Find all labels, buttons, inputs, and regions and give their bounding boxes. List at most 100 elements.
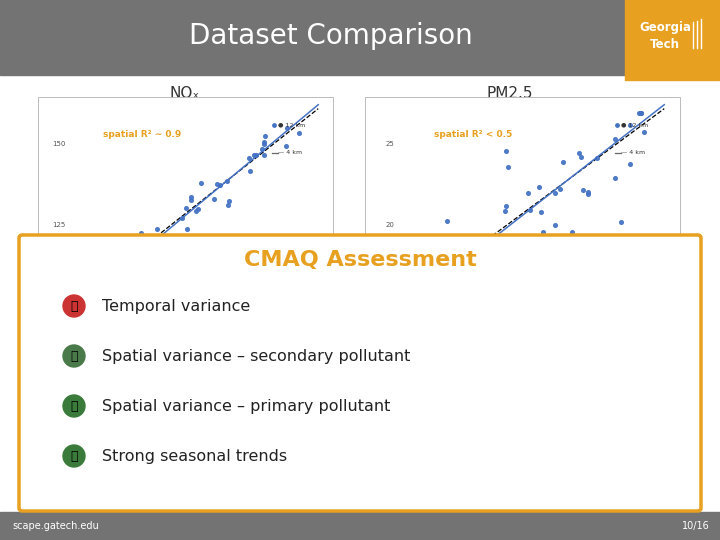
Text: 150: 150: [52, 140, 66, 146]
Text: 15: 15: [386, 303, 395, 310]
FancyBboxPatch shape: [19, 235, 701, 511]
Point: [107, 287, 119, 295]
Point: [624, 121, 636, 130]
Text: PM2.5: PM2.5: [487, 85, 534, 100]
Point: [502, 163, 513, 171]
Circle shape: [63, 395, 85, 417]
Point: [475, 273, 487, 282]
Point: [176, 214, 188, 222]
Point: [130, 272, 141, 280]
Bar: [38, 97, 333, 330]
Point: [624, 159, 636, 168]
Point: [215, 181, 226, 190]
Point: [500, 146, 511, 155]
Point: [256, 145, 267, 153]
Point: [503, 274, 515, 283]
Point: [190, 207, 202, 215]
Point: [248, 151, 260, 160]
Point: [441, 217, 453, 225]
Text: — 4 km: — 4 km: [621, 151, 645, 156]
Text: ● 12 km: ● 12 km: [621, 123, 648, 127]
Point: [269, 120, 280, 129]
Point: [500, 207, 511, 215]
Point: [557, 158, 569, 166]
Point: [81, 285, 93, 293]
Point: [638, 128, 649, 137]
Circle shape: [63, 345, 85, 367]
Point: [72, 287, 84, 296]
Text: Strong seasonal trends: Strong seasonal trends: [102, 449, 287, 463]
Point: [181, 225, 192, 233]
Point: [524, 206, 536, 214]
Point: [208, 194, 220, 203]
Circle shape: [63, 295, 85, 317]
Point: [566, 227, 577, 236]
Point: [74, 298, 86, 306]
Point: [549, 221, 561, 230]
Point: [537, 228, 549, 237]
Point: [125, 258, 136, 266]
Point: [609, 173, 621, 182]
Point: [577, 185, 589, 194]
Text: Spatial variance – secondary pollutant: Spatial variance – secondary pollutant: [102, 348, 410, 363]
Bar: [625, 0, 720, 80]
Point: [423, 268, 435, 277]
Point: [423, 285, 434, 293]
Text: 25: 25: [386, 140, 395, 146]
Point: [573, 148, 585, 157]
Point: [258, 151, 269, 159]
Text: 👍: 👍: [71, 449, 78, 462]
Point: [417, 253, 428, 262]
Text: Georgia
Tech: Georgia Tech: [639, 22, 691, 51]
Point: [590, 154, 602, 163]
Point: [181, 232, 192, 240]
Point: [152, 225, 163, 233]
Point: [510, 249, 521, 258]
Text: spatial R² ∼ 0.9: spatial R² ∼ 0.9: [103, 130, 181, 139]
Text: 👊: 👊: [71, 349, 78, 362]
Point: [244, 166, 256, 175]
Point: [534, 183, 545, 191]
Bar: [365, 97, 680, 330]
Text: 125: 125: [53, 222, 66, 228]
Text: spatial R² < 0.5: spatial R² < 0.5: [434, 130, 513, 139]
Point: [509, 234, 521, 243]
Point: [536, 207, 547, 216]
Text: ● 12 km: ● 12 km: [278, 123, 305, 127]
Point: [133, 249, 145, 258]
Text: 100: 100: [52, 303, 66, 310]
Point: [575, 153, 587, 162]
Point: [611, 120, 623, 129]
Point: [92, 297, 104, 306]
Text: CMAQ Assessment: CMAQ Assessment: [243, 250, 477, 270]
Point: [280, 142, 292, 151]
Point: [442, 299, 454, 307]
Text: 👍: 👍: [71, 400, 78, 413]
Text: Dataset Comparison: Dataset Comparison: [189, 22, 473, 50]
Point: [281, 124, 292, 133]
Point: [458, 299, 469, 307]
Point: [181, 204, 192, 212]
Point: [250, 151, 261, 159]
Point: [635, 109, 647, 117]
Point: [108, 256, 120, 265]
Point: [258, 139, 269, 148]
Point: [258, 138, 270, 147]
Text: scape.gatech.edu: scape.gatech.edu: [12, 521, 99, 531]
Point: [131, 238, 143, 246]
Point: [117, 258, 128, 266]
Text: 10/16: 10/16: [683, 521, 710, 531]
Point: [582, 188, 594, 197]
Point: [615, 218, 626, 227]
Text: — 4 km: — 4 km: [278, 151, 302, 156]
Point: [423, 298, 434, 306]
Point: [186, 195, 197, 204]
Point: [73, 299, 84, 307]
Point: [582, 189, 593, 198]
Point: [186, 192, 197, 201]
Bar: [0, 0, 720, 75]
Point: [140, 248, 152, 256]
Point: [221, 177, 233, 186]
Circle shape: [63, 445, 85, 467]
Point: [130, 259, 141, 268]
